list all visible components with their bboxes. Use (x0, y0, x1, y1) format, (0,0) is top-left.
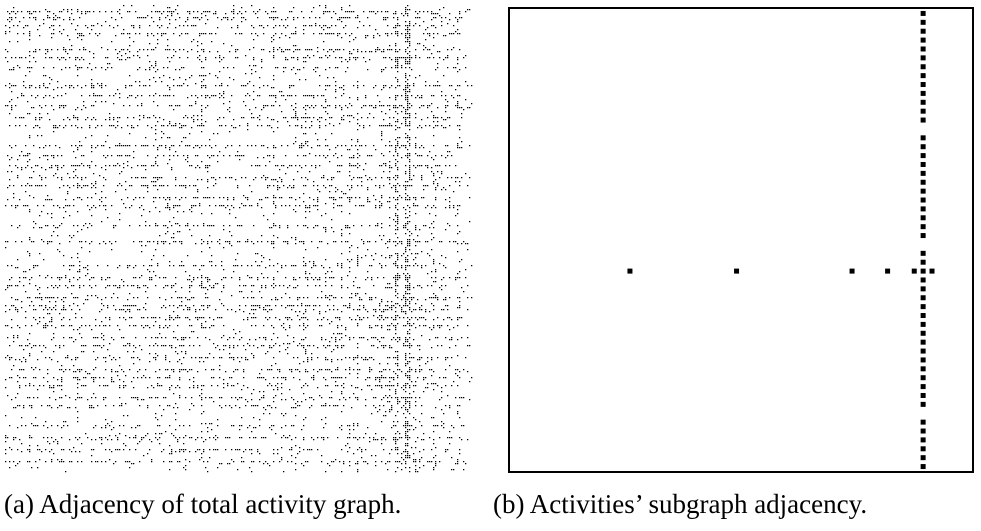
adjacency-entry (920, 437, 926, 443)
adjacency-plot-b (627, 10, 935, 470)
adjacency-entry (920, 82, 926, 88)
adjacency-entry (920, 179, 926, 185)
adjacency-entry (920, 259, 926, 265)
adjacency-entry (920, 64, 926, 70)
adjacency-entry (920, 250, 926, 256)
adjacency-entry (920, 392, 926, 398)
adjacency-entry (920, 161, 926, 167)
adjacency-entry (627, 268, 633, 274)
adjacency-entry (920, 268, 926, 274)
adjacency-entry (920, 144, 926, 150)
adjacency-matrix-activities-subgraph (508, 7, 974, 473)
adjacency-entry (920, 73, 926, 79)
adjacency-entry (920, 206, 926, 212)
caption-a: (a) Adjacency of total activity graph. (4, 489, 402, 519)
adjacency-entry (920, 215, 926, 221)
adjacency-dots-a (5, 5, 473, 473)
adjacency-entry (849, 268, 855, 274)
adjacency-entry (920, 90, 926, 96)
adjacency-entries-a (5, 5, 473, 473)
adjacency-entry (920, 357, 926, 363)
adjacency-plot-a (5, 5, 473, 473)
adjacency-entry (920, 295, 926, 301)
adjacency-entry (920, 10, 926, 16)
adjacency-entry (920, 19, 926, 25)
adjacency-entry (920, 28, 926, 34)
adjacency-entry (920, 339, 926, 345)
adjacency-entry (920, 330, 926, 336)
adjacency-entry (920, 366, 926, 372)
adjacency-entry (920, 108, 926, 114)
adjacency-entry (920, 135, 926, 141)
adjacency-entry (920, 170, 926, 176)
adjacency-entry (920, 277, 926, 283)
adjacency-entry (911, 268, 917, 274)
adjacency-entry (920, 313, 926, 319)
adjacency-entry (920, 384, 926, 390)
adjacency-entry (920, 321, 926, 327)
caption-b: (b) Activities’ subgraph adjacency. (493, 489, 868, 519)
adjacency-entry (920, 99, 926, 105)
adjacency-entry (920, 304, 926, 310)
adjacency-entry (920, 224, 926, 230)
adjacency-entry (920, 55, 926, 61)
adjacency-entry (920, 446, 926, 452)
adjacency-entry (885, 268, 891, 274)
adjacency-entry (734, 268, 740, 274)
adjacency-entry (920, 464, 926, 470)
adjacency-entry (920, 419, 926, 425)
adjacency-entry (920, 37, 926, 43)
adjacency-entry (920, 286, 926, 292)
adjacency-entry (920, 348, 926, 354)
adjacency-entry (920, 153, 926, 159)
plot-frame (508, 7, 974, 473)
adjacency-entry (920, 455, 926, 461)
adjacency-entry (920, 375, 926, 381)
adjacency-entry (920, 46, 926, 52)
adjacency-entry (929, 268, 935, 274)
adjacency-entry (920, 401, 926, 407)
adjacency-entry (920, 117, 926, 123)
adjacency-entry (920, 428, 926, 434)
adjacency-entry (920, 233, 926, 239)
adjacency-entry (920, 197, 926, 203)
adjacency-matrix-total-activity (5, 5, 473, 473)
adjacency-entry (920, 188, 926, 194)
